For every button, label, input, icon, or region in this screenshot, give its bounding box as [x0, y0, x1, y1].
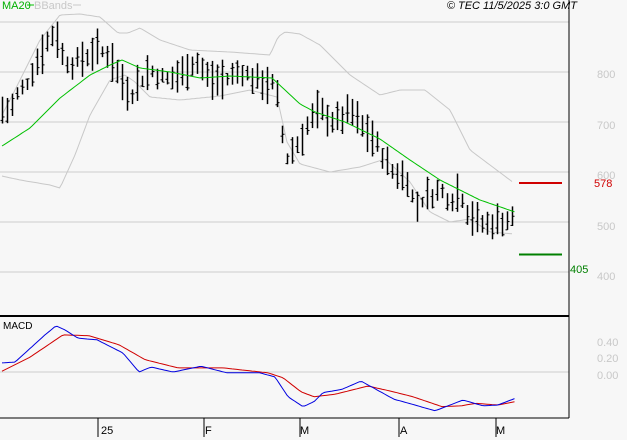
price-axis-label: 400	[597, 271, 616, 283]
x-tick-label: A	[400, 425, 408, 437]
macd-axis-label: 0.20	[597, 353, 619, 365]
ma20-line	[1, 59, 515, 213]
legend-bbands: BBands	[34, 0, 73, 12]
x-tick-label: M	[300, 425, 310, 437]
macd-signal-line	[1, 334, 515, 408]
bbands-upper-line	[1, 13, 513, 182]
x-tick-label: F	[205, 425, 212, 437]
price-axis-label: 800	[597, 69, 616, 81]
copyright-timestamp: © TEC 11/5/2025 3:0 GMT	[446, 0, 577, 12]
macd-label: MACD	[3, 321, 33, 332]
support-level-label: 405	[570, 264, 589, 276]
price-axis-label: 600	[597, 170, 616, 182]
price-axis-label: 700	[597, 120, 616, 132]
resistance-level-label: 578	[594, 178, 613, 190]
x-tick-label: 25	[101, 425, 114, 437]
legend-ma20: MA20	[2, 0, 31, 12]
price-axis-label: 500	[597, 221, 616, 233]
macd-axis-label: 0.00	[597, 370, 619, 382]
macd-line	[1, 325, 515, 412]
x-tick-label: M	[496, 425, 506, 437]
macd-axis-label: 0.40	[597, 337, 619, 349]
